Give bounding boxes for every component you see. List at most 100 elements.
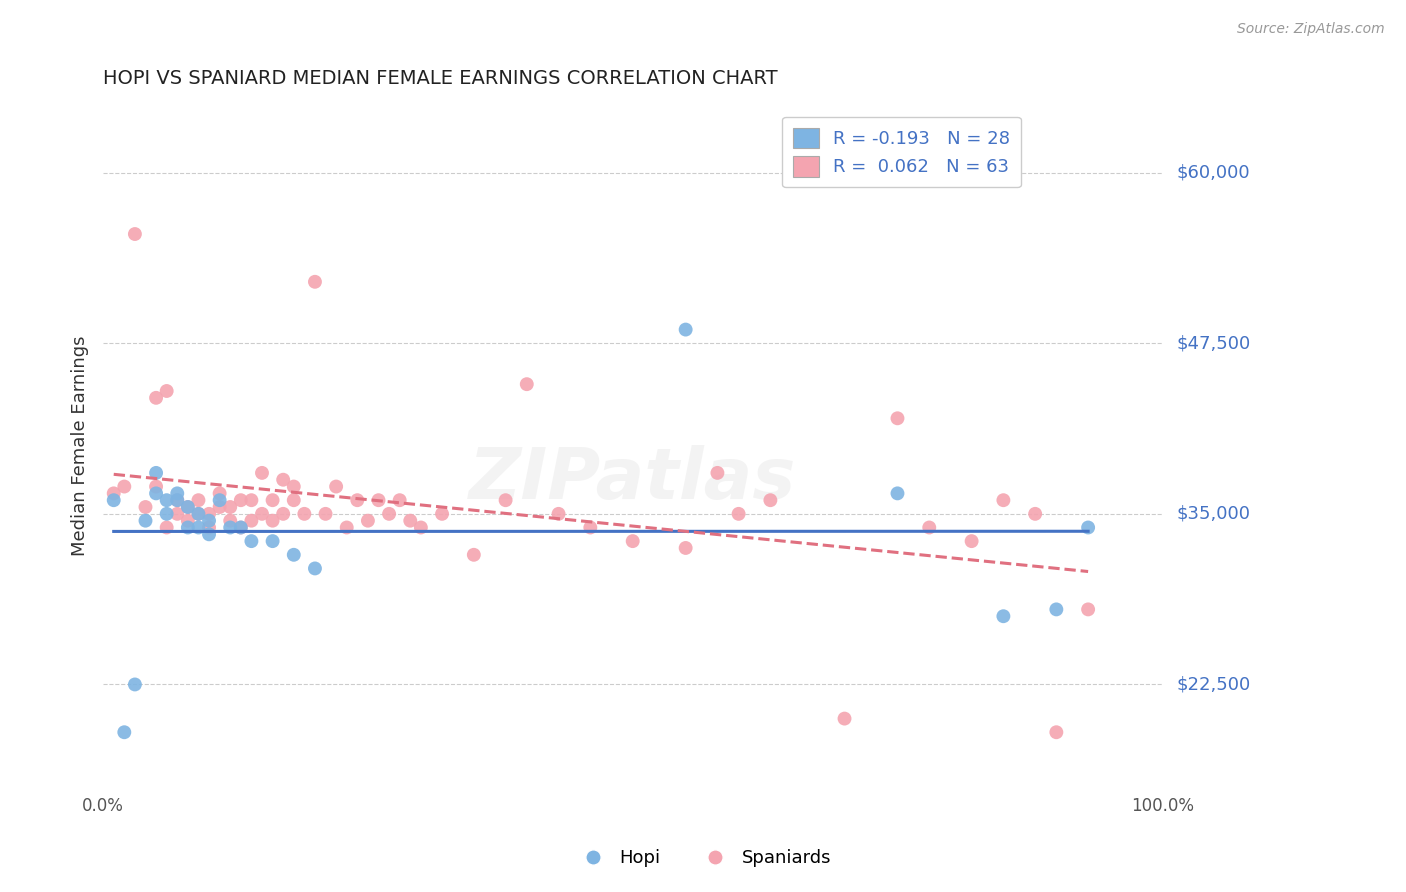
Point — [388, 493, 411, 508]
Point — [145, 466, 167, 480]
Point — [166, 486, 188, 500]
Point — [918, 520, 941, 534]
Point — [834, 712, 856, 726]
Point — [399, 514, 422, 528]
Point — [103, 493, 125, 508]
Point — [166, 507, 188, 521]
Legend: R = -0.193   N = 28, R =  0.062   N = 63: R = -0.193 N = 28, R = 0.062 N = 63 — [783, 117, 1021, 187]
Point — [727, 507, 749, 521]
Point — [993, 493, 1015, 508]
Point — [547, 507, 569, 521]
Point — [134, 500, 156, 514]
Point — [1045, 602, 1067, 616]
Point — [304, 275, 326, 289]
Text: $35,000: $35,000 — [1177, 505, 1250, 523]
Point — [166, 493, 188, 508]
Point — [357, 514, 380, 528]
Point — [271, 473, 294, 487]
Point — [156, 507, 179, 521]
Point — [156, 493, 179, 508]
Point — [1024, 507, 1046, 521]
Point — [283, 548, 305, 562]
Point — [177, 520, 200, 534]
Point — [675, 541, 697, 555]
Text: ZIPatlas: ZIPatlas — [470, 445, 796, 514]
Legend: Hopi, Spaniards: Hopi, Spaniards — [567, 842, 839, 874]
Point — [993, 609, 1015, 624]
Point — [198, 520, 221, 534]
Point — [124, 677, 146, 691]
Point — [621, 534, 644, 549]
Point — [378, 507, 401, 521]
Point — [145, 391, 167, 405]
Point — [103, 486, 125, 500]
Point — [262, 514, 284, 528]
Point — [124, 227, 146, 241]
Point — [198, 527, 221, 541]
Point — [145, 479, 167, 493]
Text: HOPI VS SPANIARD MEDIAN FEMALE EARNINGS CORRELATION CHART: HOPI VS SPANIARD MEDIAN FEMALE EARNINGS … — [103, 69, 778, 87]
Y-axis label: Median Female Earnings: Median Female Earnings — [72, 335, 89, 556]
Point — [706, 466, 728, 480]
Point — [240, 514, 263, 528]
Point — [960, 534, 983, 549]
Point — [250, 466, 273, 480]
Point — [134, 514, 156, 528]
Point — [325, 479, 347, 493]
Point — [292, 507, 315, 521]
Point — [229, 520, 252, 534]
Point — [1077, 602, 1099, 616]
Point — [229, 493, 252, 508]
Point — [208, 493, 231, 508]
Point — [187, 493, 209, 508]
Point — [367, 493, 389, 508]
Point — [208, 486, 231, 500]
Point — [886, 411, 908, 425]
Point — [346, 493, 368, 508]
Text: $22,500: $22,500 — [1177, 675, 1250, 693]
Point — [262, 534, 284, 549]
Point — [240, 493, 263, 508]
Point — [1077, 520, 1099, 534]
Point — [430, 507, 453, 521]
Point — [1045, 725, 1067, 739]
Point — [156, 520, 179, 534]
Point — [187, 507, 209, 521]
Point — [177, 514, 200, 528]
Point — [579, 520, 602, 534]
Point — [198, 507, 221, 521]
Point — [675, 322, 697, 336]
Point — [187, 507, 209, 521]
Point — [166, 493, 188, 508]
Point — [516, 377, 538, 392]
Point — [304, 561, 326, 575]
Point — [198, 514, 221, 528]
Point — [250, 507, 273, 521]
Point — [177, 500, 200, 514]
Point — [886, 486, 908, 500]
Point — [208, 500, 231, 514]
Point — [283, 493, 305, 508]
Text: Source: ZipAtlas.com: Source: ZipAtlas.com — [1237, 22, 1385, 37]
Point — [409, 520, 432, 534]
Point — [463, 548, 485, 562]
Point — [283, 479, 305, 493]
Point — [336, 520, 359, 534]
Point — [219, 500, 242, 514]
Text: $60,000: $60,000 — [1177, 163, 1250, 182]
Point — [219, 520, 242, 534]
Point — [177, 500, 200, 514]
Point — [145, 486, 167, 500]
Point — [112, 725, 135, 739]
Point — [112, 479, 135, 493]
Point — [240, 534, 263, 549]
Point — [271, 507, 294, 521]
Point — [187, 520, 209, 534]
Point — [759, 493, 782, 508]
Point — [219, 514, 242, 528]
Point — [262, 493, 284, 508]
Point — [315, 507, 337, 521]
Point — [495, 493, 517, 508]
Point — [156, 384, 179, 398]
Point — [229, 520, 252, 534]
